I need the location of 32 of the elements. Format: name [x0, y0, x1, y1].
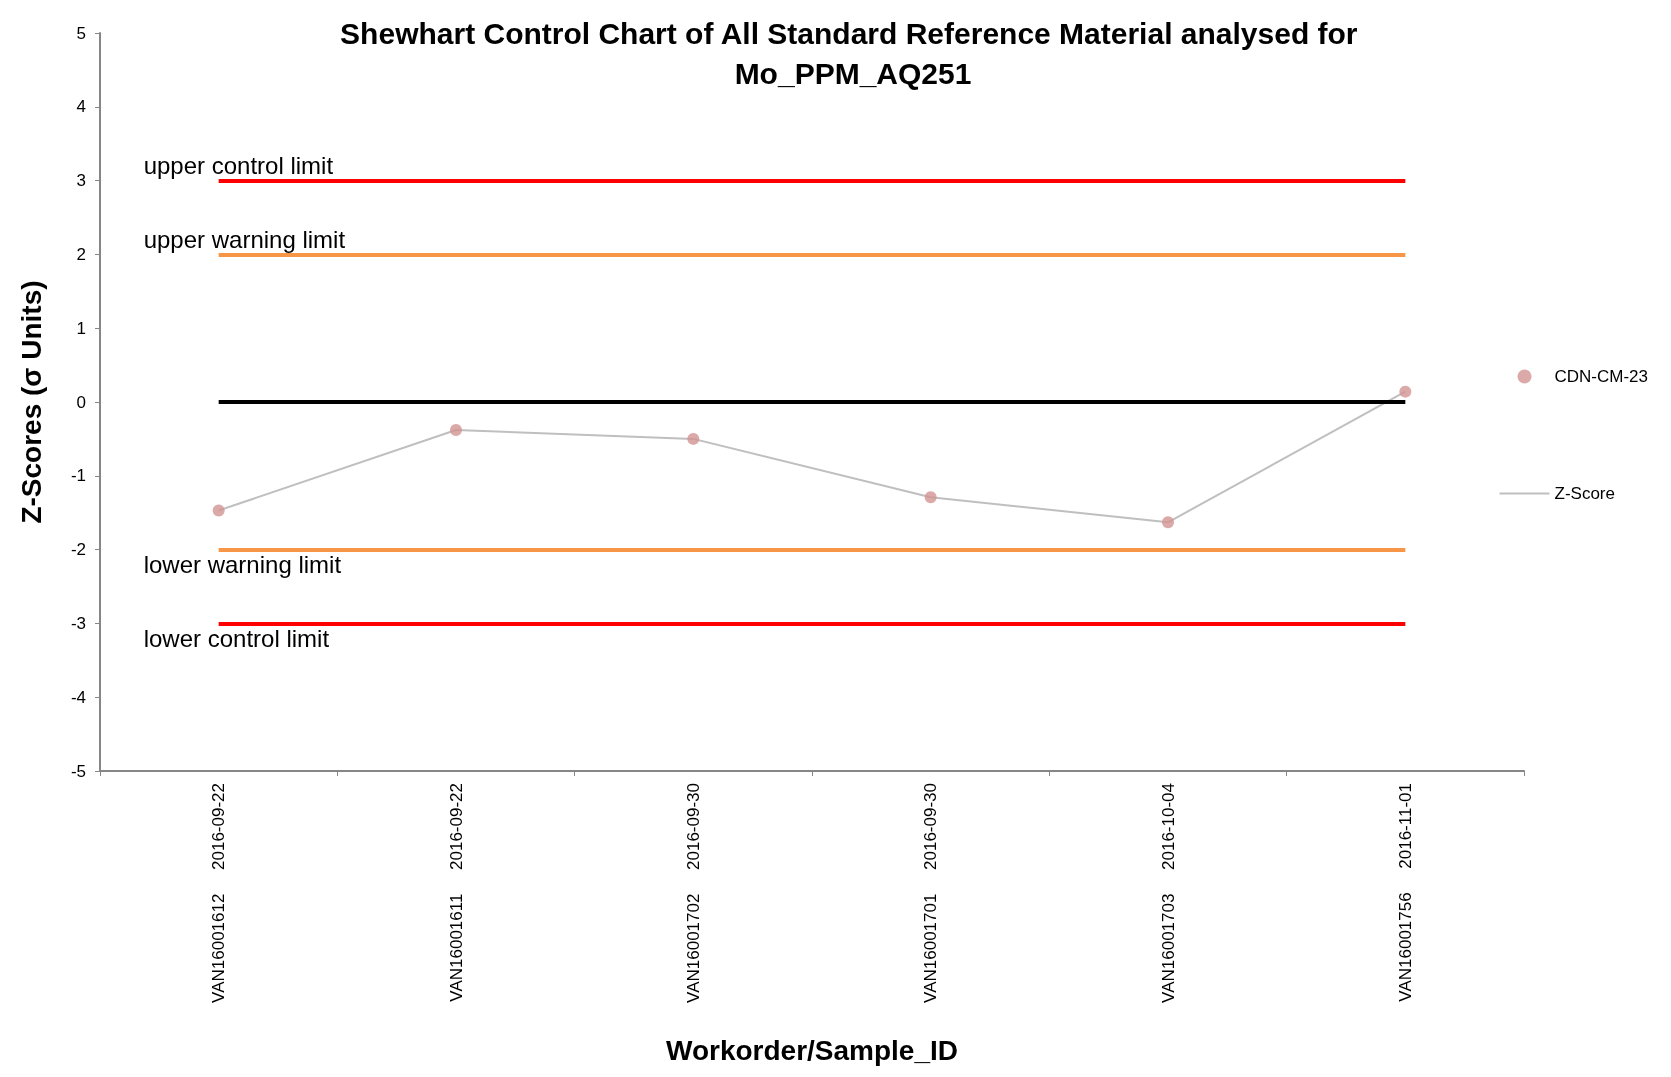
ref-line-label: upper warning limit [143, 225, 346, 253]
y-tick-label: -2 [70, 540, 86, 560]
x-tick-label: VAN16001611 2016-09-22 [446, 783, 466, 1002]
y-tick-label: 1 [76, 318, 86, 338]
point [687, 432, 700, 445]
y-tick-label: -4 [70, 687, 86, 707]
point [212, 504, 225, 517]
ref-line-label: upper control limit [143, 152, 334, 180]
y-tick-label: 0 [76, 392, 86, 412]
y-tick-label: -5 [70, 761, 86, 781]
chart-title: Shewhart Control Chart of All Standard Reference Material analysed for Mo_PPM_AQ251 [340, 16, 1366, 90]
point [1399, 385, 1412, 398]
x-tick-label: VAN16001701 2016-09-30 [921, 783, 941, 1003]
point [1162, 516, 1174, 529]
x-tick-label: VAN16001702 2016-09-30 [683, 783, 703, 1003]
x-tick-label: VAN16001612 2016-09-22 [209, 783, 229, 1003]
x-tick-label: VAN16001756 2016-11-01 [1395, 783, 1415, 1002]
x-tick-label: VAN16001703 2016-10-04 [1158, 783, 1178, 1003]
y-axis-title: Z-Scores (σ Units) [15, 280, 47, 524]
y-tick-label: -1 [70, 466, 86, 486]
y-tick-label: 3 [76, 171, 86, 191]
legend-label: CDN-CM-23 [1554, 367, 1648, 386]
y-tick-label: -3 [70, 613, 86, 633]
point [450, 424, 462, 437]
y-tick-label: 4 [76, 97, 86, 117]
legend-label: Z-Score [1554, 484, 1615, 503]
point [924, 491, 937, 504]
ref-line-label: lower control limit [143, 624, 330, 652]
ref-line-label: lower warning limit [143, 551, 342, 579]
x-axis-title: Workorder/Sample_ID [665, 1034, 959, 1066]
y-tick-label: 2 [76, 244, 86, 264]
y-tick-label: 5 [76, 23, 86, 43]
